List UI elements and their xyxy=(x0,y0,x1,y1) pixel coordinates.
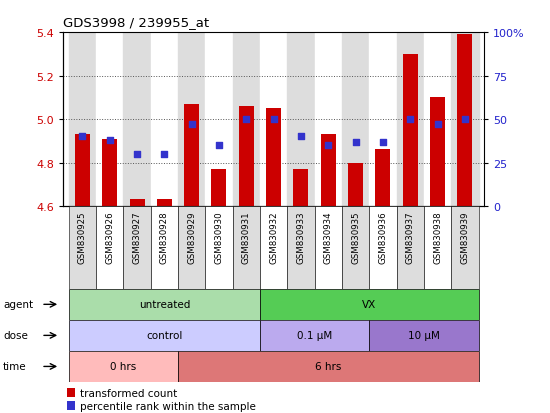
Text: control: control xyxy=(146,330,183,341)
Bar xyxy=(129,200,145,206)
Bar xyxy=(403,55,418,206)
Bar xyxy=(96,206,123,289)
Point xyxy=(105,137,114,144)
Point xyxy=(378,139,387,146)
Text: agent: agent xyxy=(3,299,34,310)
Point xyxy=(270,116,278,123)
Bar xyxy=(266,109,281,206)
Bar xyxy=(75,135,90,206)
Bar xyxy=(342,33,369,206)
Text: GSM830937: GSM830937 xyxy=(406,211,415,263)
Text: GSM830928: GSM830928 xyxy=(160,211,169,263)
Bar xyxy=(178,206,205,289)
Bar xyxy=(184,104,199,206)
Bar xyxy=(205,33,233,206)
Text: GSM830936: GSM830936 xyxy=(378,211,387,263)
Point xyxy=(214,142,223,149)
Bar xyxy=(348,163,363,206)
Bar xyxy=(397,33,424,206)
Bar xyxy=(287,33,315,206)
Bar xyxy=(123,206,151,289)
Text: GSM830939: GSM830939 xyxy=(460,211,469,263)
Text: GSM830926: GSM830926 xyxy=(105,211,114,263)
Bar xyxy=(342,206,369,289)
Bar xyxy=(69,351,178,382)
Text: GSM830938: GSM830938 xyxy=(433,211,442,263)
Text: VX: VX xyxy=(362,299,376,310)
Bar xyxy=(260,206,287,289)
Text: 10 μM: 10 μM xyxy=(408,330,440,341)
Bar xyxy=(321,135,336,206)
Bar xyxy=(68,388,75,397)
Bar xyxy=(430,98,445,206)
Bar xyxy=(69,206,96,289)
Bar xyxy=(376,150,390,206)
Bar xyxy=(69,289,260,320)
Bar xyxy=(68,401,75,410)
Bar xyxy=(451,206,478,289)
Bar xyxy=(424,206,451,289)
Text: GSM830927: GSM830927 xyxy=(133,211,141,263)
Bar xyxy=(233,206,260,289)
Bar xyxy=(315,33,342,206)
Point xyxy=(187,122,196,128)
Bar xyxy=(157,200,172,206)
Point xyxy=(160,151,169,158)
Text: percentile rank within the sample: percentile rank within the sample xyxy=(80,401,256,411)
Bar xyxy=(151,33,178,206)
Text: GDS3998 / 239955_at: GDS3998 / 239955_at xyxy=(63,16,210,29)
Point xyxy=(133,151,141,158)
Bar xyxy=(205,206,233,289)
Text: 6 hrs: 6 hrs xyxy=(315,361,342,372)
Text: dose: dose xyxy=(3,330,28,341)
Text: GSM830929: GSM830929 xyxy=(187,211,196,263)
Text: GSM830930: GSM830930 xyxy=(214,211,223,263)
Bar xyxy=(260,33,287,206)
Text: GSM830925: GSM830925 xyxy=(78,211,87,263)
Text: untreated: untreated xyxy=(139,299,190,310)
Bar xyxy=(69,33,96,206)
Bar xyxy=(369,33,397,206)
Text: GSM830931: GSM830931 xyxy=(242,211,251,263)
Text: GSM830935: GSM830935 xyxy=(351,211,360,263)
Bar xyxy=(397,206,424,289)
Bar xyxy=(211,170,227,206)
Point xyxy=(351,139,360,146)
Bar xyxy=(69,320,260,351)
Point xyxy=(324,142,333,149)
Bar xyxy=(102,139,117,206)
Bar xyxy=(178,33,205,206)
Text: GSM830933: GSM830933 xyxy=(296,211,305,263)
Bar xyxy=(260,289,478,320)
Bar xyxy=(294,170,309,206)
Point xyxy=(433,122,442,128)
Point xyxy=(296,134,305,140)
Bar xyxy=(178,351,478,382)
Bar xyxy=(239,107,254,206)
Text: time: time xyxy=(3,361,27,372)
Text: GSM830932: GSM830932 xyxy=(269,211,278,263)
Text: 0 hrs: 0 hrs xyxy=(110,361,136,372)
Point xyxy=(460,116,469,123)
Bar xyxy=(151,206,178,289)
Text: transformed count: transformed count xyxy=(80,388,177,398)
Point xyxy=(78,134,87,140)
Point xyxy=(242,116,251,123)
Bar xyxy=(369,206,397,289)
Bar xyxy=(424,33,451,206)
Text: 0.1 μM: 0.1 μM xyxy=(297,330,332,341)
Point xyxy=(406,116,415,123)
Bar xyxy=(96,33,123,206)
Text: GSM830934: GSM830934 xyxy=(324,211,333,263)
Bar xyxy=(451,33,478,206)
Bar xyxy=(369,320,478,351)
Bar xyxy=(458,35,472,206)
Bar xyxy=(260,320,369,351)
Bar xyxy=(315,206,342,289)
Bar xyxy=(287,206,315,289)
Bar xyxy=(123,33,151,206)
Bar xyxy=(233,33,260,206)
